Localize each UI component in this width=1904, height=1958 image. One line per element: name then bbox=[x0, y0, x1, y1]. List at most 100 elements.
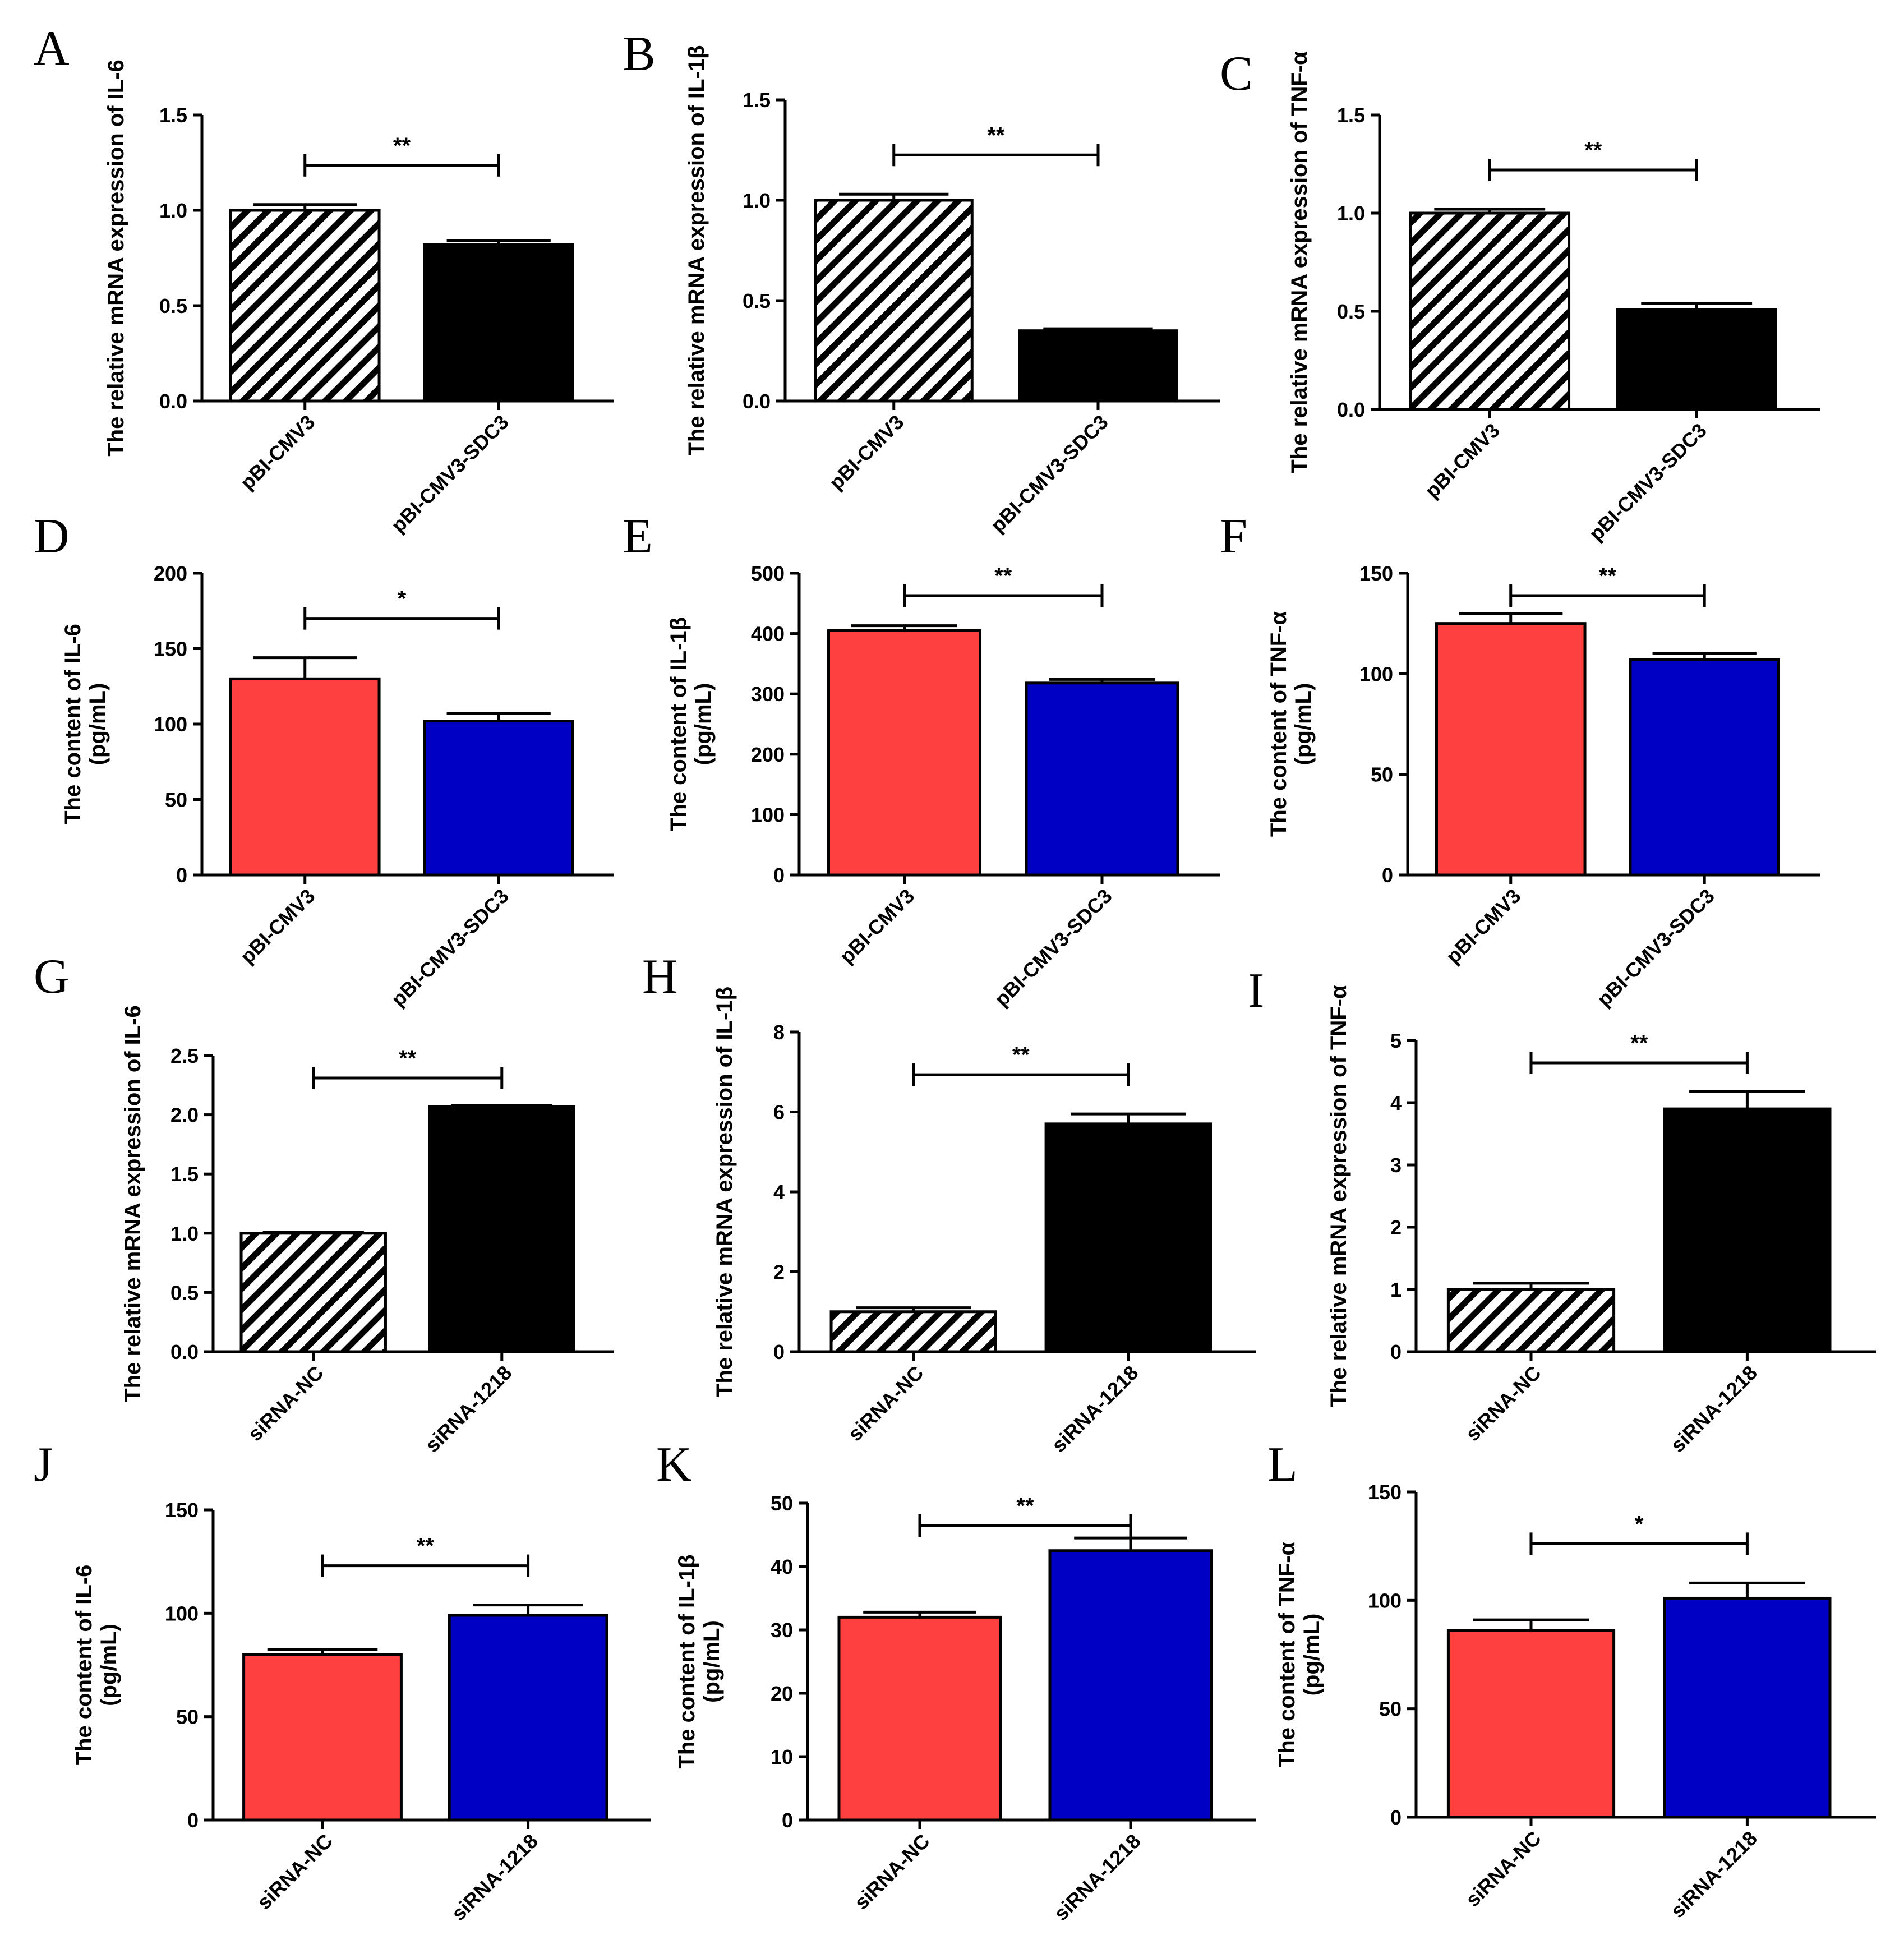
y-tick-label: 10 bbox=[771, 1745, 793, 1768]
category-label: pBI-CMV3-SDC3 bbox=[386, 411, 513, 537]
bar-sirna-1218 bbox=[428, 1105, 575, 1353]
y-axis-label: (pg/mL) bbox=[85, 683, 110, 766]
y-tick-label: 300 bbox=[751, 683, 785, 706]
category-label: siRNA-1218 bbox=[1047, 1361, 1142, 1457]
y-tick-label: 2.0 bbox=[170, 1104, 199, 1127]
y-axis-label: The content of TNF-α bbox=[1275, 1541, 1299, 1767]
y-tick-label: 0 bbox=[1390, 1806, 1402, 1829]
y-tick-label: 2.5 bbox=[170, 1044, 199, 1067]
panel-letter: D bbox=[34, 509, 70, 564]
y-tick-label: 2 bbox=[1390, 1216, 1402, 1239]
panel-c: C 0.0 0.5 1.0 1.5 The relative mRNA expressio… bbox=[1220, 47, 1820, 545]
category-label: pBI-CMV3 bbox=[1441, 884, 1525, 968]
category-label: siRNA-NC bbox=[252, 1830, 337, 1914]
category-label: pBI-CMV3 bbox=[236, 884, 319, 968]
category-label: pBI-CMV3 bbox=[236, 411, 319, 494]
y-axis-label: The content of IL-6 bbox=[72, 1565, 96, 1766]
y-tick-label: 1 bbox=[1390, 1278, 1402, 1301]
bar-pbi-cmv3-sdc3 bbox=[423, 720, 575, 877]
panel-letter: A bbox=[34, 21, 70, 76]
category-label: pBI-CMV3-SDC3 bbox=[1584, 419, 1711, 546]
bar-sirna-1218 bbox=[1663, 1107, 1832, 1353]
y-tick-label: 1.5 bbox=[159, 104, 187, 127]
category-label: siRNA-NC bbox=[243, 1361, 328, 1446]
y-tick-label: 0.5 bbox=[743, 289, 771, 312]
y-tick-label: 150 bbox=[1359, 562, 1393, 585]
panel-letter: E bbox=[623, 509, 653, 564]
y-tick-label: 0.5 bbox=[170, 1281, 199, 1304]
significance-label: * bbox=[1635, 1512, 1644, 1536]
y-tick-label: 0 bbox=[782, 1809, 793, 1832]
significance-label: ** bbox=[1630, 1031, 1648, 1056]
bar-sirna-nc bbox=[242, 1653, 403, 1822]
significance-label: ** bbox=[1584, 138, 1602, 163]
panel-letter: B bbox=[623, 27, 656, 81]
significance-label: ** bbox=[1012, 1043, 1030, 1067]
y-tick-label: 50 bbox=[1379, 1698, 1402, 1721]
y-tick-label: 400 bbox=[751, 623, 785, 646]
category-label: siRNA-NC bbox=[1461, 1827, 1546, 1911]
y-tick-label: 1.0 bbox=[170, 1222, 199, 1245]
significance-label: ** bbox=[393, 133, 411, 158]
category-label: siRNA-NC bbox=[850, 1830, 934, 1914]
y-tick-label: 500 bbox=[751, 562, 785, 585]
y-tick-label: 2 bbox=[773, 1261, 785, 1284]
bar-pbi-cmv3 bbox=[1409, 211, 1571, 411]
category-label: pBI-CMV3-SDC3 bbox=[986, 411, 1113, 537]
significance-label: ** bbox=[987, 123, 1005, 148]
y-tick-label: 1.5 bbox=[170, 1163, 199, 1186]
y-axis-label: The content of IL-1β bbox=[675, 1554, 699, 1768]
bar-pbi-cmv3-sdc3 bbox=[1616, 308, 1777, 411]
y-tick-label: 100 bbox=[165, 1602, 199, 1625]
panel-l: L 0 50 100 150 The content of TNF-α (pg/mL) siR… bbox=[1267, 1438, 1876, 1922]
y-tick-label: 50 bbox=[1371, 763, 1393, 786]
y-tick-label: 200 bbox=[751, 743, 785, 766]
y-tick-label: 0.5 bbox=[159, 294, 187, 317]
bar-pbi-cmv3 bbox=[1435, 622, 1587, 877]
y-axis-label: The content of IL-1β bbox=[666, 617, 691, 831]
y-tick-label: 0 bbox=[187, 1809, 199, 1832]
y-tick-label: 0 bbox=[176, 864, 187, 887]
bar-sirna-1218 bbox=[448, 1614, 608, 1822]
panel-e: E 0 100 200 300 400 500 The content of IL-1β (pg… bbox=[623, 509, 1220, 1011]
y-tick-label: 0.0 bbox=[170, 1340, 199, 1363]
y-tick-label: 1.0 bbox=[743, 189, 771, 212]
category-label: pBI-CMV3 bbox=[835, 884, 919, 968]
y-tick-label: 100 bbox=[1359, 662, 1393, 685]
y-tick-label: 200 bbox=[154, 562, 187, 585]
y-axis-label: The relative mRNA expression of IL-1β bbox=[684, 45, 709, 455]
y-axis-label: The relative mRNA expression of TNF-α bbox=[1326, 985, 1351, 1407]
bar-pbi-cmv3 bbox=[229, 209, 381, 403]
significance-label: ** bbox=[1599, 564, 1617, 588]
panel-letter: C bbox=[1220, 47, 1253, 101]
y-tick-label: 150 bbox=[154, 638, 187, 661]
category-label: siRNA-1218 bbox=[447, 1830, 542, 1925]
category-label: siRNA-1218 bbox=[421, 1361, 516, 1457]
category-label: siRNA-NC bbox=[1461, 1361, 1546, 1446]
significance-label: * bbox=[398, 587, 407, 611]
y-axis-label: (pg/mL) bbox=[1291, 683, 1316, 766]
y-tick-label: 50 bbox=[176, 1706, 199, 1729]
bar-sirna-nc bbox=[829, 1310, 997, 1353]
category-label: siRNA-1218 bbox=[1666, 1361, 1762, 1457]
y-axis-label: The content of IL-6 bbox=[61, 624, 85, 824]
bar-pbi-cmv3-sdc3 bbox=[1018, 329, 1178, 403]
y-tick-label: 1.0 bbox=[1337, 202, 1365, 225]
bar-sirna-1218 bbox=[1663, 1596, 1832, 1819]
y-tick-label: 150 bbox=[165, 1499, 199, 1522]
category-label: pBI-CMV3-SDC3 bbox=[386, 884, 513, 1011]
y-tick-label: 100 bbox=[751, 803, 785, 826]
category-label: pBI-CMV3-SDC3 bbox=[990, 884, 1117, 1011]
y-axis-label: (pg/mL) bbox=[1299, 1614, 1324, 1696]
y-tick-label: 3 bbox=[1390, 1154, 1402, 1177]
panel-i: I 0 1 2 3 4 5 The relative mRNA expression of T… bbox=[1248, 964, 1876, 1457]
y-axis-label: (pg/mL) bbox=[691, 683, 716, 766]
y-tick-label: 0 bbox=[1390, 1340, 1402, 1363]
bar-pbi-cmv3 bbox=[229, 677, 381, 877]
panel-letter: G bbox=[34, 950, 70, 1004]
y-tick-label: 6 bbox=[773, 1101, 785, 1124]
y-axis-label: The relative mRNA expression of TNF-α bbox=[1287, 51, 1312, 473]
bar-sirna-nc bbox=[239, 1232, 387, 1353]
y-axis-label: The relative mRNA expression of IL-6 bbox=[121, 1005, 145, 1402]
